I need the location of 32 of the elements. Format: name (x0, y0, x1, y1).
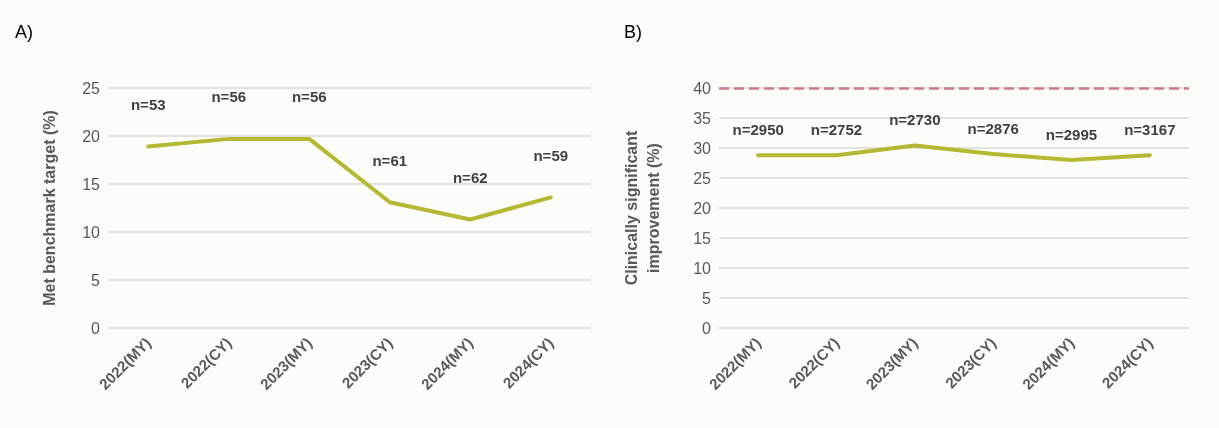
y-tick-label: 20 (693, 199, 712, 217)
annotation: n=56 (291, 88, 327, 106)
annotation: n=53 (130, 96, 166, 114)
line-series (756, 143, 1152, 162)
annotation: n=3167 (1124, 120, 1176, 138)
y-tick-label: 40 (693, 79, 712, 97)
annotation: n=2730 (889, 111, 941, 129)
annotation: n=2950 (732, 120, 784, 138)
y-tick-label: 25 (693, 169, 712, 187)
y-tick-label: 5 (91, 271, 101, 289)
y-tick-label: 5 (702, 289, 712, 307)
annotation: n=2995 (1045, 125, 1098, 143)
y-tick-label: 15 (693, 229, 712, 247)
annotation: n=61 (372, 151, 408, 169)
y-tick-label: 15 (82, 175, 101, 193)
chart-title: A) (15, 22, 33, 42)
annotation: n=2752 (810, 120, 863, 138)
chart-title: B) (624, 22, 642, 42)
y-tick-label: 30 (693, 139, 712, 157)
y-tick-label: 35 (693, 109, 712, 127)
annotation: n=2876 (967, 119, 1019, 137)
y-tick-label: 10 (82, 223, 101, 241)
y-tick-label: 25 (82, 79, 101, 97)
annotation: n=62 (452, 169, 488, 187)
y-tick-label: 0 (91, 319, 101, 337)
y-tick-label: 0 (702, 319, 712, 337)
y-axis-title: Clinically significant improvement (%) (622, 129, 662, 286)
annotation: n=59 (533, 146, 569, 164)
y-axis-title: Met benchmark target (%) (40, 110, 58, 306)
y-tick-label: 10 (693, 259, 712, 277)
annotation: n=56 (211, 88, 247, 106)
y-tick-label: 20 (82, 127, 101, 145)
